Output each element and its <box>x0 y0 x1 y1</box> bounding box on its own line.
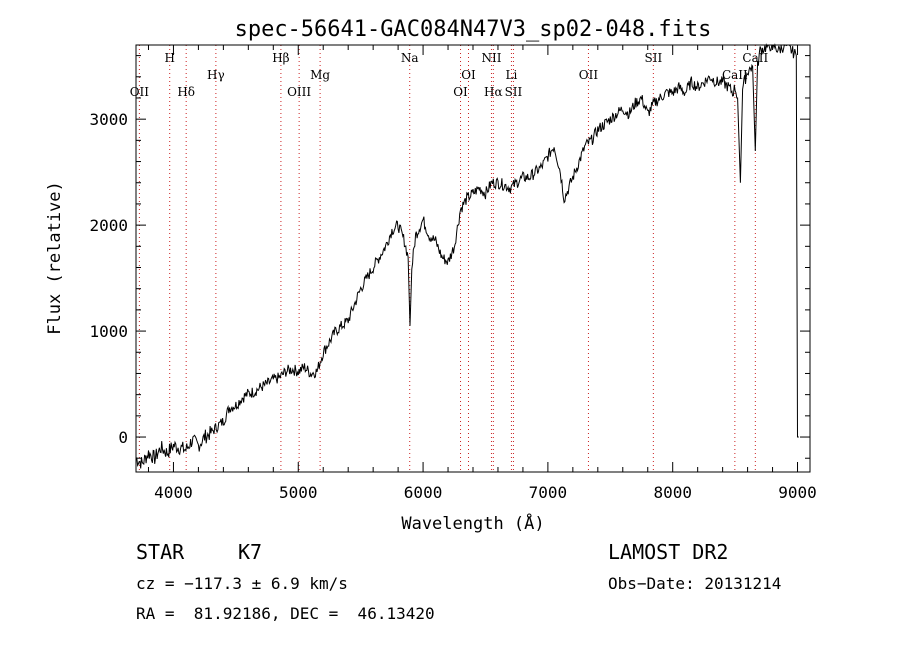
x-tick-label: 5000 <box>279 483 318 502</box>
chart-title: spec-56641-GAC084N47V3_sp02-048.fits <box>235 17 712 42</box>
line-label: OII <box>130 85 150 99</box>
line-label: OI <box>461 68 476 82</box>
observation-date: Obs−Date: 20131214 <box>608 574 782 593</box>
x-tick-label: 6000 <box>404 483 443 502</box>
y-tick-label: 2000 <box>89 216 128 235</box>
y-tick-label: 3000 <box>89 110 128 129</box>
line-label: NII <box>481 51 501 65</box>
line-label: OI <box>453 85 468 99</box>
line-label: SII <box>645 51 663 65</box>
line-label: CaII <box>722 68 748 82</box>
x-tick-label: 9000 <box>778 483 817 502</box>
y-tick-label: 0 <box>118 428 128 447</box>
y-axis-label: Flux (relative) <box>45 181 65 335</box>
coordinates: RA = 81.92186, DEC = 46.13420 <box>136 604 435 623</box>
x-tick-label: 7000 <box>529 483 568 502</box>
line-label: H <box>164 51 174 65</box>
line-label: Na <box>401 51 419 65</box>
y-axis: 0 1000 2000 3000 <box>89 55 810 459</box>
line-label: OIII <box>287 85 311 99</box>
line-label: Hγ <box>207 68 225 82</box>
line-label: Li <box>506 68 518 82</box>
line-label: Hβ <box>272 51 289 65</box>
x-tick-label: 8000 <box>653 483 692 502</box>
subclass: K7 <box>238 540 263 564</box>
x-tick-label: 4000 <box>154 483 193 502</box>
x-axis-label: Wavelength (Å) <box>401 512 544 534</box>
y-tick-label: 1000 <box>89 322 128 341</box>
line-label: CaII <box>742 51 768 65</box>
object-class: STAR <box>136 540 185 564</box>
survey-name: LAMOST DR2 <box>608 540 729 564</box>
line-label: SII <box>505 85 523 99</box>
redshift-velocity: cz = −117.3 ± 6.9 km/s <box>136 574 348 593</box>
line-label: Mg <box>310 68 330 82</box>
x-axis: 4000 5000 6000 7000 8000 9000 <box>147 45 817 502</box>
line-label: Hα <box>484 85 503 99</box>
line-label: OII <box>579 68 599 82</box>
line-label: Hδ <box>177 85 195 99</box>
spectrum-line <box>135 43 799 469</box>
